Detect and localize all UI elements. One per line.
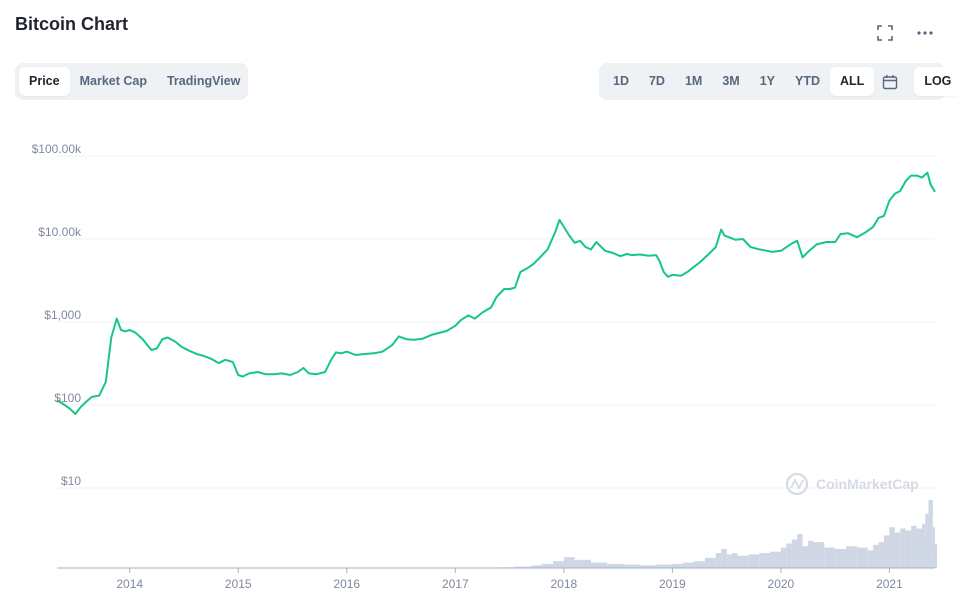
tab-price[interactable]: Price: [19, 67, 70, 96]
tab-market-cap[interactable]: Market Cap: [79, 74, 147, 88]
volume-bar: [607, 563, 624, 568]
volume-bar: [802, 546, 809, 568]
range-7d[interactable]: 7D: [648, 74, 665, 88]
volume-bar: [531, 565, 543, 568]
volume-bar: [916, 528, 922, 568]
volume-bar: [726, 554, 733, 568]
price-line: [56, 171, 936, 415]
volume-bar: [721, 548, 727, 568]
volume-bar: [732, 553, 738, 568]
y-tick-label: $100.00k: [32, 142, 82, 156]
volume-bar: [683, 562, 695, 568]
volume-bar: [759, 553, 771, 568]
range-3m[interactable]: 3M: [722, 74, 740, 88]
x-tick-label: 2019: [659, 577, 686, 591]
volume-bar: [780, 547, 787, 568]
coinmarketcap-logo-icon: [785, 472, 809, 496]
y-tick-label: $100: [54, 391, 81, 405]
volume-bar: [808, 540, 814, 568]
volume-bar: [889, 527, 895, 568]
volume-bar: [921, 523, 926, 568]
volume-bar: [770, 551, 781, 568]
volume-bar: [873, 544, 879, 568]
volume-bar: [639, 565, 657, 568]
volume-bar: [672, 563, 684, 568]
watermark-text: CoinMarketCap: [816, 476, 919, 492]
x-tick-label: 2016: [333, 577, 360, 591]
volume-bar: [878, 542, 884, 568]
volume-bar: [883, 535, 890, 568]
range-1d[interactable]: 1D: [613, 74, 629, 88]
volume-bar: [704, 557, 716, 568]
coinmarketcap-watermark: CoinMarketCap: [785, 472, 919, 496]
volume-bar: [911, 525, 917, 568]
page-title: Bitcoin Chart: [15, 14, 129, 34]
volume-bar: [748, 554, 760, 568]
x-tick-label: 2014: [116, 577, 143, 591]
x-tick-label: 2015: [225, 577, 252, 591]
volume-bar: [552, 561, 564, 568]
volume-bar: [824, 547, 836, 568]
volume-bar: [563, 557, 575, 568]
volume-bar: [786, 543, 792, 568]
chart-type-tabs: Price Market Cap TradingView: [15, 63, 248, 100]
volume-bar: [935, 544, 937, 568]
calendar-icon[interactable]: [874, 67, 906, 96]
volume-bar: [737, 555, 749, 568]
log-scale-toggle[interactable]: LOG: [914, 67, 959, 96]
more-icon[interactable]: [914, 22, 936, 44]
volume-bar: [514, 566, 532, 568]
volume-bar: [791, 539, 798, 568]
x-tick-label: 2018: [550, 577, 577, 591]
volume-bar: [715, 553, 722, 568]
coinmarketcap-logo-mark: [790, 477, 804, 491]
x-tick-label: 2020: [768, 577, 795, 591]
y-tick-label: $10: [61, 474, 81, 488]
fullscreen-icon[interactable]: [874, 22, 896, 44]
volume-bar: [932, 527, 935, 568]
volume-bar: [813, 542, 825, 568]
volume-bar: [835, 548, 847, 568]
volume-bar: [867, 550, 874, 568]
volume-bar: [797, 534, 803, 568]
volume-bar: [574, 559, 591, 568]
y-tick-label: $10.00k: [38, 225, 82, 239]
range-ytd[interactable]: YTD: [795, 74, 821, 88]
range-selector: 1D 7D 1M 3M 1Y YTD ALL LOG: [599, 63, 959, 100]
volume-bar: [905, 530, 912, 568]
x-tick-label: 2017: [442, 577, 469, 591]
y-tick-label: $1,000: [44, 308, 81, 322]
volume-bar: [542, 563, 553, 568]
volume-bar: [846, 546, 857, 568]
tab-tradingview[interactable]: TradingView: [166, 74, 241, 88]
volume-bar: [856, 547, 868, 568]
range-1y[interactable]: 1Y: [759, 74, 776, 88]
range-all[interactable]: ALL: [830, 67, 875, 96]
volume-bar: [590, 562, 608, 568]
x-tick-label: 2021: [876, 577, 903, 591]
volume-bar: [928, 500, 933, 568]
volume-bar: [900, 528, 906, 568]
range-1m[interactable]: 1M: [684, 74, 703, 88]
volume-bar: [925, 513, 929, 568]
volume-bar: [623, 564, 640, 568]
volume-bar: [694, 561, 705, 568]
volume-bar: [656, 564, 673, 568]
volume-bar: [894, 532, 901, 568]
